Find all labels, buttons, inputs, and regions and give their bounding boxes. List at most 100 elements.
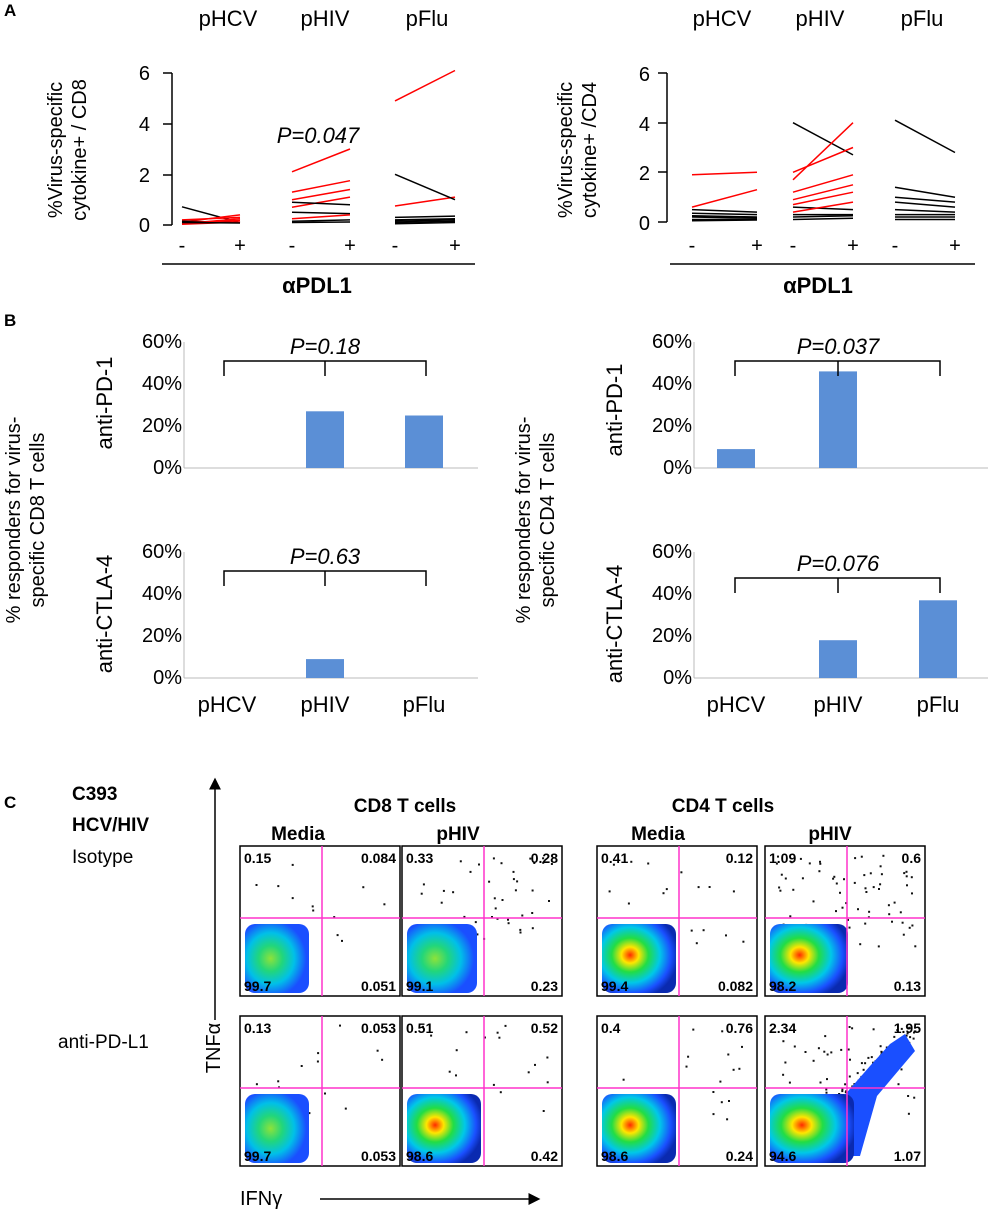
- event-dot: [430, 1034, 433, 1037]
- event-dot: [854, 857, 857, 860]
- quadrant-percent-lr: 0.42: [531, 1148, 558, 1164]
- event-dot: [900, 1027, 903, 1030]
- event-dot: [905, 870, 908, 873]
- event-dot: [865, 891, 868, 893]
- y-tick-label: 60%: [652, 331, 692, 353]
- event-dot: [531, 889, 534, 892]
- event-dot: [311, 905, 314, 908]
- event-dot: [255, 1083, 258, 1086]
- y-tick-label: 0%: [153, 457, 182, 479]
- event-dot: [825, 1088, 828, 1091]
- y-tick-label: 6: [639, 64, 650, 86]
- event-dot: [727, 1053, 730, 1056]
- panel-label-c: C: [4, 793, 16, 812]
- p-value-annotation: P=0.18: [290, 334, 361, 359]
- paired-line-decrease: [792, 215, 854, 218]
- event-dot: [899, 911, 902, 914]
- event-dot: [848, 926, 851, 929]
- event-dot: [848, 1026, 851, 1028]
- event-dot: [826, 1078, 828, 1081]
- quadrant-percent-ll: 99.7: [244, 978, 271, 994]
- category-label: pFlu: [406, 6, 449, 31]
- row-label: Isotype: [72, 847, 133, 868]
- event-dot: [519, 931, 522, 934]
- event-dot: [844, 1083, 847, 1086]
- event-dot: [860, 1062, 863, 1065]
- event-dot: [300, 1065, 303, 1067]
- panel-label-a: A: [4, 1, 16, 20]
- paired-line-decrease: [792, 122, 854, 156]
- y-axis-title-line2: cytokine+ / CD8: [69, 79, 91, 221]
- paired-line-increase: [792, 122, 854, 181]
- event-dot: [910, 876, 913, 879]
- bar: [819, 371, 857, 468]
- y-tick-label: 60%: [652, 541, 692, 563]
- event-dot: [492, 1083, 495, 1086]
- event-dot: [630, 860, 633, 863]
- event-dot: [893, 1035, 896, 1038]
- event-dot: [782, 1073, 785, 1076]
- event-dot: [546, 1056, 549, 1059]
- x-tick-label: pFlu: [403, 692, 446, 717]
- event-dot: [819, 862, 822, 865]
- paired-line-increase: [394, 196, 456, 207]
- event-dot: [867, 1056, 870, 1059]
- event-dot: [832, 877, 835, 880]
- event-dot: [900, 1068, 903, 1071]
- event-dot: [782, 1040, 785, 1043]
- event-dot: [857, 908, 859, 911]
- density-blob: [245, 924, 309, 993]
- event-dot: [507, 922, 510, 925]
- event-dot: [799, 857, 802, 860]
- quadrant-percent-lr: 0.053: [361, 1148, 396, 1164]
- x-tick-label: -: [179, 235, 186, 257]
- paired-line-increase: [291, 188, 351, 201]
- paired-line-increase: [792, 191, 854, 206]
- significance-bracket: [734, 577, 941, 593]
- event-dot: [697, 886, 700, 889]
- density-blob: [770, 1094, 854, 1163]
- event-dot: [341, 939, 343, 942]
- panel-b-cd8-anti-pd1-chart: anti-PD-1 0% 20% 40% 60% P=0.18: [92, 331, 478, 479]
- event-dot: [277, 885, 280, 888]
- paired-line-decrease: [691, 208, 758, 213]
- density-blob: [602, 924, 676, 993]
- event-dot: [531, 927, 534, 930]
- event-dot: [851, 1027, 854, 1030]
- panel-b-cd4-anti-ctla4-chart: anti-CTLA-4 0% 20% 40% 60% P=0.076 pHCV …: [602, 541, 988, 717]
- event-dot: [775, 862, 778, 865]
- event-dot: [333, 916, 336, 919]
- paired-lines: [691, 119, 956, 222]
- event-dot: [732, 1068, 735, 1071]
- paired-line-decrease: [894, 208, 956, 213]
- event-dot: [316, 1060, 319, 1063]
- y-tick-label: 2: [639, 163, 650, 185]
- event-dot: [789, 915, 792, 918]
- event-dot: [496, 1031, 499, 1034]
- event-dot: [516, 880, 519, 883]
- event-dot: [501, 899, 504, 901]
- event-dot: [622, 1078, 625, 1081]
- flow-plot: 2.34 1.95 94.6 1.07: [764, 1015, 926, 1167]
- event-dot: [812, 1059, 815, 1062]
- p-value-annotation: P=0.63: [290, 544, 361, 569]
- event-dot: [907, 1112, 910, 1115]
- event-dot: [804, 1051, 807, 1053]
- event-dot: [483, 1036, 486, 1039]
- y-tick-label: 0%: [663, 457, 692, 479]
- p-value-annotation: P=0.037: [797, 334, 880, 359]
- event-dot: [826, 1053, 829, 1056]
- event-dot: [542, 857, 545, 860]
- event-dot: [778, 886, 781, 889]
- quadrant-percent-ur: 0.12: [726, 850, 753, 866]
- event-dot: [527, 1071, 530, 1074]
- event-dot: [835, 882, 838, 885]
- event-dot: [844, 1091, 847, 1094]
- paired-line-decrease: [394, 217, 456, 221]
- event-dot: [841, 1088, 844, 1091]
- panel-b-cd8-anti-ctla4-chart: anti-CTLA-4 0% 20% 40% 60% P=0.63 pHCV p…: [92, 541, 478, 717]
- x-tick-label: -: [392, 235, 399, 257]
- flow-plot: 0.33 0.28 99.1 0.23: [401, 845, 563, 997]
- event-dot: [448, 1070, 451, 1073]
- event-dot: [864, 922, 867, 925]
